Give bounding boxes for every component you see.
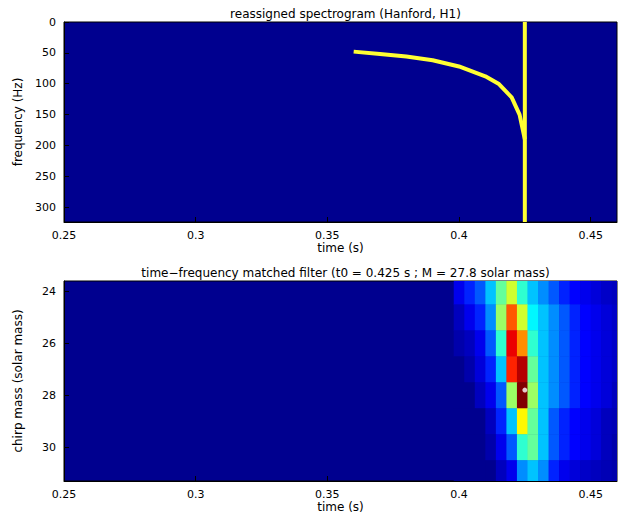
svg-text:200: 200 bbox=[35, 139, 56, 152]
svg-text:30: 30 bbox=[42, 441, 56, 454]
svg-text:100: 100 bbox=[35, 77, 56, 90]
svg-text:24: 24 bbox=[42, 285, 56, 298]
svg-text:0.35: 0.35 bbox=[315, 229, 340, 242]
svg-text:0.4: 0.4 bbox=[450, 488, 468, 501]
svg-text:time (s): time (s) bbox=[317, 241, 364, 255]
svg-text:26: 26 bbox=[42, 337, 56, 350]
svg-text:50: 50 bbox=[42, 46, 56, 59]
svg-text:chirp mass (solar mass): chirp mass (solar mass) bbox=[11, 309, 25, 452]
svg-text:time−frequency matched filter: time−frequency matched filter (t0 = 0.42… bbox=[141, 266, 549, 280]
svg-text:time (s): time (s) bbox=[317, 500, 364, 514]
svg-text:reassigned spectrogram (Hanfor: reassigned spectrogram (Hanford, H1) bbox=[230, 7, 461, 21]
svg-text:0.25: 0.25 bbox=[52, 488, 77, 501]
svg-text:150: 150 bbox=[35, 108, 56, 121]
svg-text:0.3: 0.3 bbox=[187, 488, 205, 501]
svg-text:28: 28 bbox=[42, 389, 56, 402]
svg-text:0.35: 0.35 bbox=[315, 488, 340, 501]
svg-text:0.45: 0.45 bbox=[578, 229, 603, 242]
svg-text:250: 250 bbox=[35, 170, 56, 183]
svg-text:0: 0 bbox=[49, 16, 56, 29]
svg-text:0.4: 0.4 bbox=[450, 229, 468, 242]
svg-text:frequency (Hz): frequency (Hz) bbox=[11, 78, 25, 167]
svg-text:300: 300 bbox=[35, 201, 56, 214]
svg-text:0.45: 0.45 bbox=[578, 488, 603, 501]
svg-text:0.25: 0.25 bbox=[52, 229, 77, 242]
svg-text:0.3: 0.3 bbox=[187, 229, 205, 242]
